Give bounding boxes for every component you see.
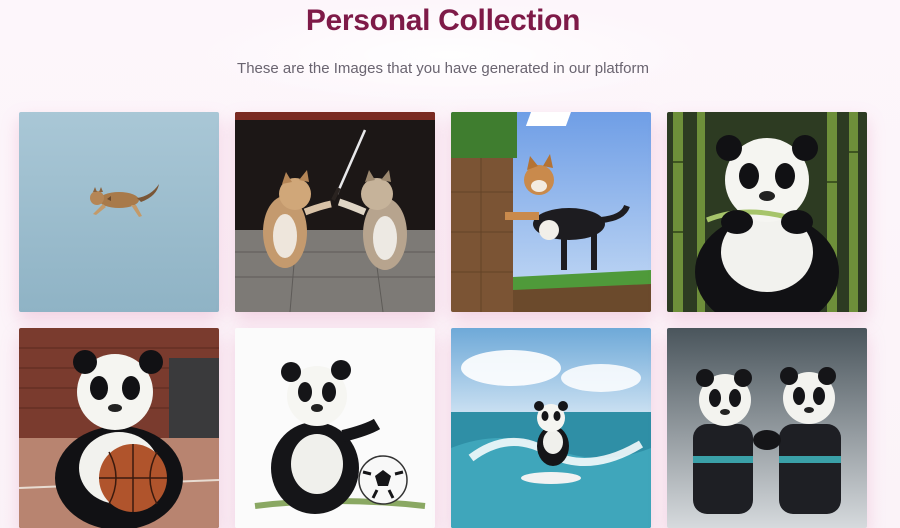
page-subtitle: These are the Images that you have gener… bbox=[0, 60, 886, 77]
cat-jumping-image bbox=[19, 112, 219, 312]
image-card-panda-bamboo[interactable] bbox=[667, 112, 867, 312]
image-card-panda-soccer[interactable] bbox=[235, 328, 435, 528]
image-card-panda-basketball[interactable] bbox=[19, 328, 219, 528]
panda-surfing-image bbox=[451, 328, 651, 528]
image-card-cat-minecraft[interactable] bbox=[451, 112, 651, 312]
panda-bamboo-image bbox=[667, 112, 867, 312]
cats-sword-fight-image bbox=[235, 112, 435, 312]
pandas-karate-image bbox=[667, 328, 867, 528]
panda-soccer-image bbox=[235, 328, 435, 528]
panda-basketball-image bbox=[19, 328, 219, 528]
image-grid bbox=[19, 112, 867, 528]
image-card-cat-jumping[interactable] bbox=[19, 112, 219, 312]
page-title: Personal Collection bbox=[0, 4, 886, 38]
image-card-cats-sword-fight[interactable] bbox=[235, 112, 435, 312]
cat-minecraft-image bbox=[451, 112, 651, 312]
image-card-pandas-karate[interactable] bbox=[667, 328, 867, 528]
image-card-panda-surfing[interactable] bbox=[451, 328, 651, 528]
